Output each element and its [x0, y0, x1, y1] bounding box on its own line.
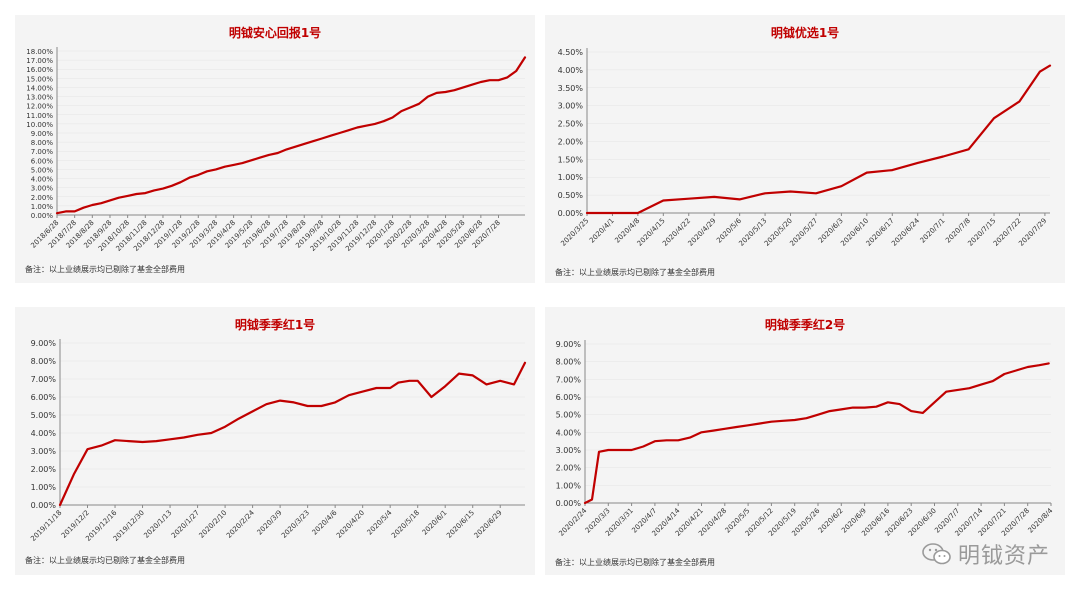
x-tick-label: 2020/6/24 [890, 216, 921, 247]
y-tick-label: 7.00% [31, 375, 57, 384]
series-line [585, 64, 1052, 215]
y-tick-label: 1.00% [558, 173, 584, 182]
chart-title: 明钺季季红2号 [765, 317, 845, 332]
x-tick-label: 2020/1/13 [142, 509, 173, 540]
x-tick-label: 2020/6/1 [421, 509, 449, 537]
y-tick-label: 3.00% [31, 447, 57, 456]
y-tick-label: 1.00% [31, 203, 54, 211]
y-tick-label: 14.00% [26, 84, 53, 92]
x-tick-label: 2020/1/27 [170, 509, 201, 540]
chart-title: 明钺季季红1号 [235, 317, 315, 332]
y-tick-label: 13.00% [26, 94, 53, 102]
chart-jijihong-1: 明钺季季红1号 0.00% 1.00% 2.00% 3.00% 4.00% 5.00% 6.0… [25, 317, 527, 565]
x-tick-label: 2020/8/4 [1027, 506, 1055, 534]
y-tick-label: 6.00% [31, 393, 57, 402]
x-tick-label: 2020/7/1 [919, 217, 947, 245]
y-tick-label: 0.00% [558, 209, 584, 218]
y-tick-label: 2.50% [558, 120, 584, 129]
x-tick-label: 2020/4/29 [687, 217, 718, 248]
series-line [583, 362, 1050, 505]
x-tick-label: 2020/2/24 [225, 508, 256, 539]
chart-title: 明钺安心回报1号 [229, 25, 321, 40]
y-tick-label: 5.00% [556, 411, 582, 420]
y-tick-label: 4.00% [556, 428, 582, 437]
y-tick-label: 10.00% [26, 121, 53, 129]
y-tick-label: 12.00% [26, 103, 53, 111]
y-tick-label: 1.00% [31, 483, 57, 492]
y-tick-label: 3.00% [556, 446, 582, 455]
x-tick-label: 2020/5/4 [366, 508, 394, 536]
chart-note: 备注：以上业绩展示均已剔除了基金全部费用 [555, 267, 715, 277]
x-tick-label: 2020/6/15 [445, 509, 476, 540]
watermark: 明钺资产 [922, 538, 1050, 570]
y-tick-label: 2.00% [31, 465, 57, 474]
y-tick-label: 8.00% [31, 357, 57, 366]
chart-note: 备注：以上业绩展示均已剔除了基金全部费用 [25, 555, 185, 565]
x-tick-label: 2019/11/18 [29, 509, 63, 543]
y-tick-label: 7.00% [31, 148, 54, 156]
x-tick-label: 2020/5/27 [788, 217, 819, 248]
y-tick-label: 7.00% [556, 375, 582, 384]
chart-panel-jijihong-2: 明钺季季红2号 0.00% 1.00% 2.00% 3.00% 4.00% 5.00% 6.0… [545, 307, 1065, 575]
y-tick-label: 17.00% [26, 57, 53, 65]
y-tick-label: 8.00% [31, 139, 54, 147]
y-tick-label: 4.00% [31, 176, 54, 184]
series-line [58, 361, 527, 507]
y-tick-label: 4.00% [31, 429, 57, 438]
x-tick-label: 2020/2/10 [197, 509, 228, 540]
chart-youxuan-1: 明钺优选1号 0.00% 0.50% 1.00% 1.50% 2.00% 2.50% 3.00… [555, 25, 1052, 277]
series-line [55, 56, 527, 215]
chart-panel-youxuan-1: 明钺优选1号 0.00% 0.50% 1.00% 1.50% 2.00% 2.50% 3.00… [545, 15, 1065, 283]
y-tick-label: 11.00% [26, 112, 53, 120]
y-tick-label: 9.00% [31, 130, 54, 138]
y-tick-label: 1.00% [556, 481, 582, 490]
y-tick-label: 6.00% [31, 157, 54, 165]
y-tick-label: 3.50% [558, 84, 584, 93]
y-tick-label: 0.00% [31, 212, 54, 220]
chart-note: 备注：以上业绩展示均已剔除了基金全部费用 [555, 557, 715, 567]
x-tick-label: 2020/2/24 [557, 506, 588, 537]
y-tick-label: 0.00% [31, 501, 57, 510]
y-tick-label: 2.00% [556, 464, 582, 473]
y-tick-label: 15.00% [26, 75, 53, 83]
y-tick-label: 3.00% [558, 102, 584, 111]
y-tick-label: 5.00% [31, 166, 54, 174]
x-tick-label: 2020/4/6 [311, 508, 339, 536]
chart-note: 备注：以上业绩展示均已剔除了基金全部费用 [25, 264, 185, 274]
x-tick-label: 2020/3/9 [256, 509, 284, 537]
y-tick-label: 6.00% [556, 393, 582, 402]
y-tick-label: 2.00% [558, 137, 584, 146]
x-tick-label: 2020/4/20 [335, 509, 366, 540]
chart-title: 明钺优选1号 [771, 25, 839, 40]
chart-jijihong-2: 明钺季季红2号 0.00% 1.00% 2.00% 3.00% 4.00% 5.00% 6.0… [555, 317, 1055, 567]
chart-panel-jijihong-1: 明钺季季红1号 0.00% 1.00% 2.00% 3.00% 4.00% 5.00% 6.0… [15, 307, 535, 575]
x-tick-label: 2020/6/29 [473, 509, 504, 540]
y-tick-label: 9.00% [31, 339, 57, 348]
y-tick-label: 16.00% [26, 66, 53, 74]
x-tick-label: 2020/5/18 [390, 509, 421, 540]
y-tick-label: 8.00% [556, 358, 582, 367]
y-tick-label: 2.00% [31, 194, 54, 202]
chart-anxin-1: 明钺安心回报1号 0.00%1.00%2.00%3.00%4.00% 5.00%6.… [25, 25, 527, 274]
watermark-text: 明钺资产 [957, 544, 1050, 569]
y-tick-label: 4.00% [558, 66, 584, 75]
y-tick-label: 3.00% [31, 185, 54, 193]
y-tick-label: 0.00% [556, 499, 582, 508]
y-tick-label: 4.50% [558, 48, 584, 57]
y-tick-label: 9.00% [556, 340, 582, 349]
y-tick-label: 1.50% [558, 155, 584, 164]
x-tick-label: 2020/4/1 [588, 217, 616, 245]
x-tick-label: 2020/3/23 [280, 509, 311, 540]
wechat-icon [922, 543, 951, 565]
y-tick-label: 18.00% [26, 48, 53, 56]
y-tick-label: 0.50% [558, 191, 584, 200]
y-tick-label: 5.00% [31, 411, 57, 420]
x-tick-label: 2020/7/29 [1017, 217, 1048, 248]
x-tick-label: 2020/3/25 [559, 217, 590, 248]
chart-panel-anxin-1: 明钺安心回报1号 0.00% 1.00% 2.00% 3.00% 4.00% 5.00% 6.… [15, 15, 535, 283]
